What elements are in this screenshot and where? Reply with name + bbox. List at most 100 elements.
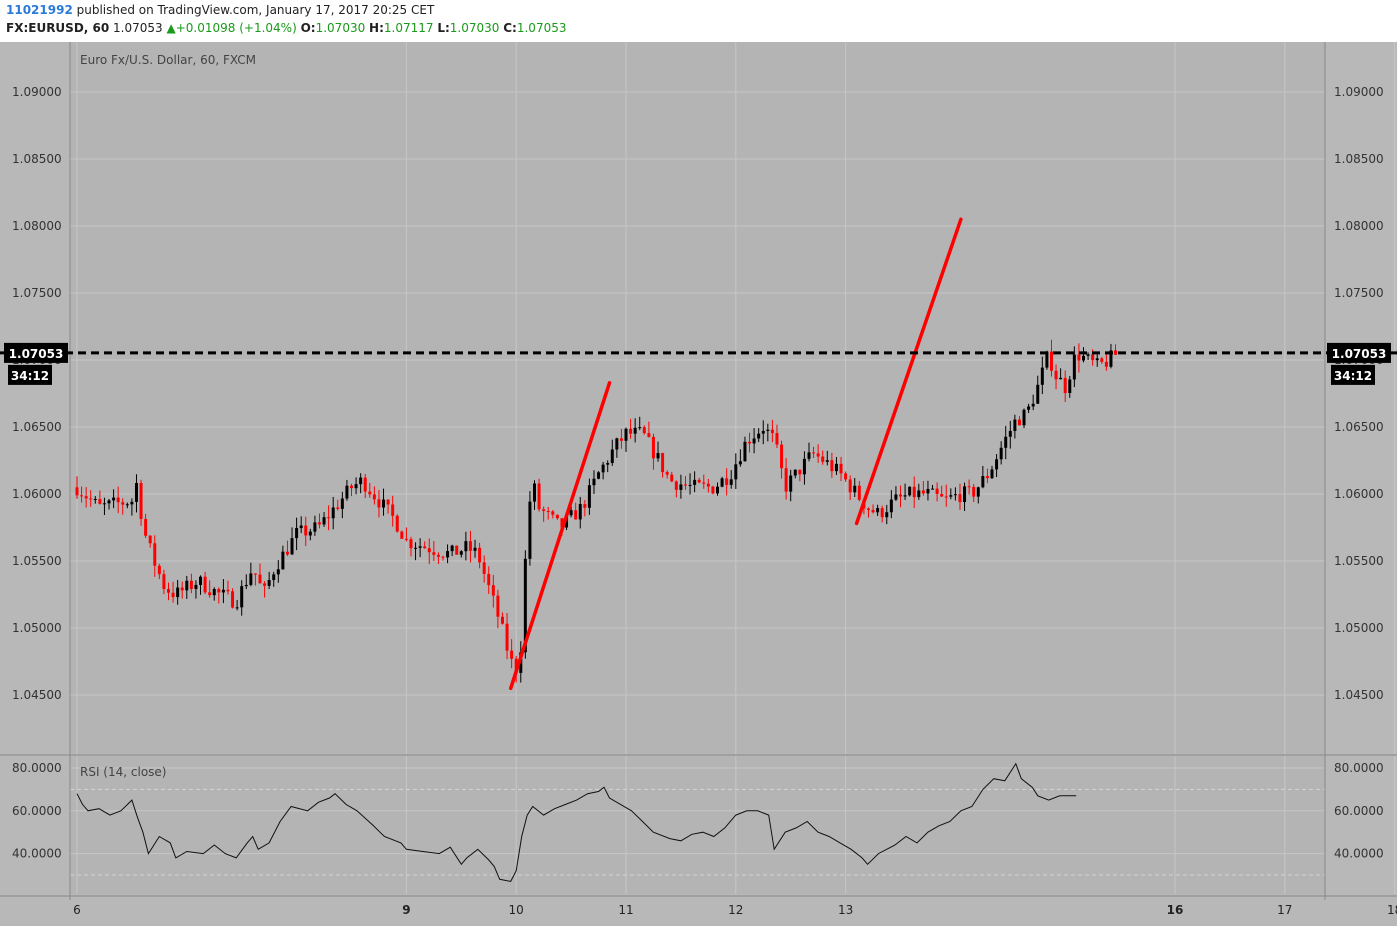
- candle-body: [258, 574, 262, 584]
- candle-body: [967, 486, 971, 488]
- candle-body: [578, 504, 582, 520]
- candle-body: [139, 483, 143, 519]
- publish-info: published on TradingView.com, January 17…: [72, 3, 435, 17]
- candle-body: [130, 501, 134, 505]
- candle-body: [825, 460, 829, 462]
- chart-title: Euro Fx/U.S. Dollar, 60, FXCM: [80, 53, 256, 67]
- candle-body: [418, 546, 422, 548]
- countdown-tag-right: [1331, 364, 1375, 385]
- candle-body: [377, 499, 381, 508]
- open-label: O:: [300, 21, 316, 35]
- candle-body: [844, 473, 848, 480]
- candle-body: [496, 595, 500, 617]
- candle-body: [487, 573, 491, 586]
- candle-body: [876, 508, 880, 513]
- y-tick-label: 1.09000: [12, 85, 62, 99]
- candle-body: [976, 487, 980, 497]
- candle-body: [523, 558, 527, 653]
- candle-body: [194, 584, 198, 590]
- candle-body: [958, 494, 962, 503]
- candle-body: [702, 482, 706, 484]
- candle-body: [995, 459, 999, 470]
- candle-body: [921, 490, 925, 494]
- candle-body: [414, 547, 418, 549]
- candle-body: [441, 556, 445, 558]
- candle-body: [665, 472, 669, 475]
- candle-body: [500, 616, 504, 624]
- candle-body: [290, 538, 294, 555]
- trend-line: [508, 381, 612, 691]
- candle-body: [766, 429, 770, 431]
- candle-body: [1086, 354, 1090, 356]
- y-tick-label: 1.08000: [12, 219, 62, 233]
- candle-body: [75, 487, 79, 496]
- candle-body: [656, 453, 660, 459]
- candle-body: [917, 490, 921, 498]
- candle-body: [533, 483, 536, 502]
- last-price: 1.07053: [113, 21, 163, 35]
- candle-body: [1004, 436, 1008, 448]
- candle-body: [610, 449, 614, 464]
- candle-body: [372, 494, 376, 500]
- candle-body: [812, 452, 816, 454]
- candle-body: [752, 438, 756, 444]
- candle-body: [455, 545, 459, 555]
- y-tick-label: 1.08000: [1334, 219, 1384, 233]
- candle-body: [638, 427, 642, 429]
- candle-body: [1077, 354, 1081, 361]
- y-tick-label: 1.08500: [1334, 152, 1384, 166]
- candle-body: [446, 551, 450, 558]
- candle-body: [885, 512, 889, 518]
- candle-body: [972, 486, 976, 497]
- candle-body: [102, 503, 106, 505]
- candle-body: [1027, 406, 1031, 410]
- candle-body: [276, 569, 280, 575]
- candle-body: [404, 538, 408, 540]
- candle-body: [116, 497, 120, 503]
- close-value: 1.07053: [516, 21, 567, 35]
- candle-body: [1017, 419, 1021, 426]
- candle-body: [601, 464, 605, 473]
- candle-body: [528, 501, 532, 559]
- candle-body: [999, 447, 1003, 460]
- candle-body: [830, 460, 834, 472]
- candle-body: [249, 573, 253, 585]
- candle-body: [272, 574, 276, 581]
- candle-body: [720, 478, 724, 487]
- candle-body: [107, 500, 111, 504]
- chart-canvas[interactable]: 69101112131617181920231.090001.090001.08…: [0, 42, 1397, 926]
- candle-body: [98, 498, 102, 504]
- candle-body: [240, 586, 244, 608]
- candle-body: [162, 574, 166, 590]
- author-link[interactable]: 11021992: [6, 3, 73, 17]
- candle-body: [285, 551, 289, 555]
- candle-body: [450, 545, 454, 552]
- candle-body: [1045, 351, 1049, 368]
- candle-body: [167, 589, 170, 593]
- candle-body: [899, 494, 902, 497]
- countdown-tag-left: [8, 364, 52, 385]
- candle-body: [592, 478, 596, 486]
- candle-body: [1054, 370, 1058, 380]
- candle-body: [217, 589, 221, 593]
- x-tick-label: 16: [1167, 903, 1184, 917]
- y-tick-label: 1.05000: [12, 621, 62, 635]
- candle-body: [866, 508, 870, 510]
- candle-body: [80, 495, 84, 497]
- candle-body: [857, 485, 861, 500]
- candle-body: [697, 479, 701, 483]
- candle-body: [134, 483, 138, 502]
- chart-header: 11021992 published on TradingView.com, J…: [0, 0, 1397, 42]
- rsi-tick-label: 40.0000: [1334, 847, 1384, 861]
- rsi-tick-label: 60.0000: [12, 804, 62, 818]
- candle-body: [208, 592, 212, 596]
- candle-body: [180, 587, 184, 591]
- x-tick-label: 13: [838, 903, 853, 917]
- y-tick-label: 1.05500: [1334, 554, 1384, 568]
- candle-body: [908, 486, 912, 496]
- price-change: +0.01098 (+1.04%): [175, 21, 297, 35]
- candle-body: [427, 548, 431, 553]
- candle-body: [569, 510, 573, 516]
- candle-body: [510, 650, 514, 659]
- candle-body: [382, 499, 386, 508]
